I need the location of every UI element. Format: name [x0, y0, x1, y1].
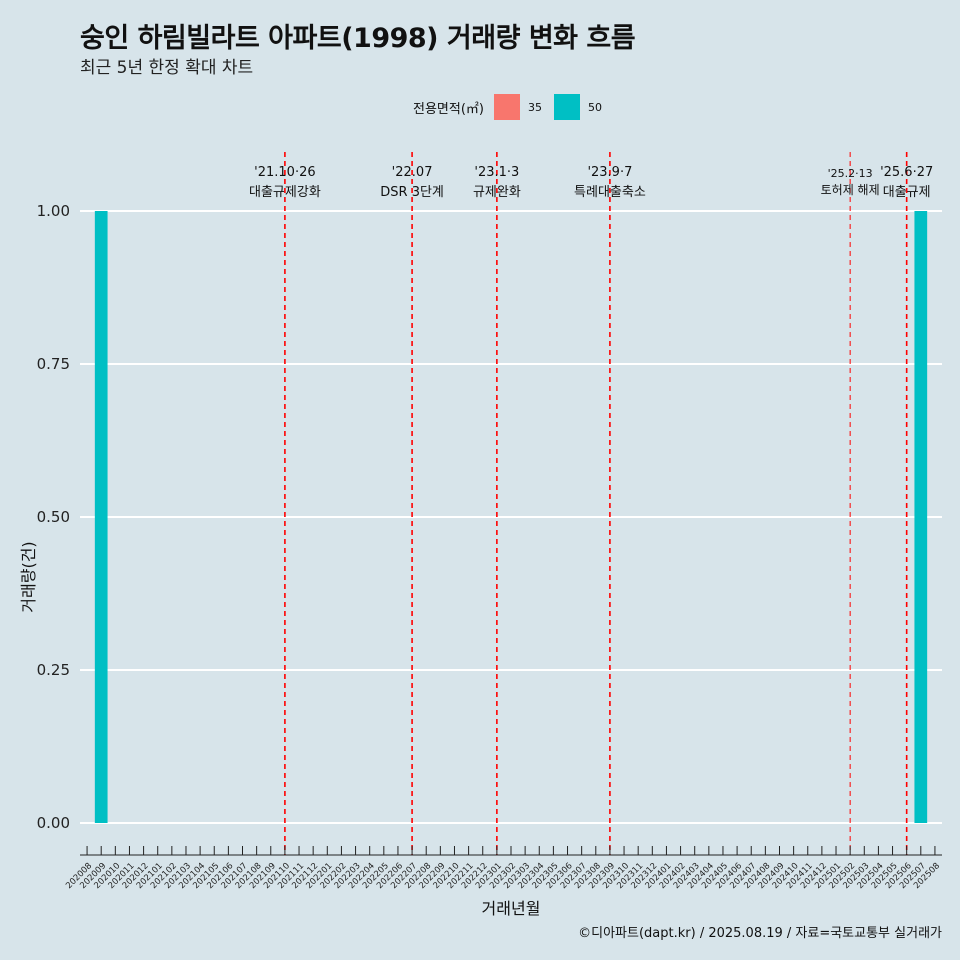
- chart-subtitle: 최근 5년 한정 확대 차트: [80, 58, 254, 78]
- event-date-202506: '25.6·27: [880, 165, 933, 180]
- event-label-202301: 규제완화: [473, 185, 521, 200]
- event-label-202502: 토허제 해제: [821, 183, 880, 197]
- event-date-202207: '22.07: [392, 165, 433, 180]
- chart-title: 숭인 하림빌라트 아파트(1998) 거래량 변화 흐름: [80, 23, 636, 54]
- event-date-202502: '25.2·13: [828, 167, 873, 180]
- event-label-202110: 대출규제강화: [249, 185, 321, 200]
- event-label-202207: DSR 3단계: [380, 185, 444, 200]
- legend-title: 전용면적(㎡): [413, 101, 484, 117]
- x-axis-title: 거래년월: [482, 899, 541, 918]
- y-axis-title: 거래량(건): [19, 541, 38, 612]
- bar-50-202507: [914, 211, 928, 823]
- legend-label-35: 35: [527, 100, 542, 114]
- source-caption: ©디아파트(dapt.kr) / 2025.08.19 / 자료=국토교통부 실…: [578, 926, 942, 941]
- event-label-202506: 대출규제: [883, 185, 931, 200]
- y-tick-label: 0.00: [37, 814, 70, 832]
- y-tick-label: 0.50: [37, 508, 70, 526]
- y-tick-label: 1.00: [37, 202, 70, 220]
- legend-key-35: [493, 94, 520, 120]
- event-date-202309: '23.9·7: [587, 165, 632, 180]
- legend-label-50: 50: [587, 100, 602, 114]
- bar-50-202009: [94, 211, 108, 823]
- event-label-202309: 특례대출축소: [574, 185, 646, 200]
- event-date-202110: '21.10·26: [254, 165, 315, 180]
- y-tick-label: 0.75: [37, 355, 70, 373]
- legend-key-50: [553, 94, 580, 120]
- y-tick-label: 0.25: [37, 661, 70, 679]
- event-date-202301: '23.1·3: [474, 165, 519, 180]
- legend: 전용면적(㎡) 35 50: [413, 93, 614, 121]
